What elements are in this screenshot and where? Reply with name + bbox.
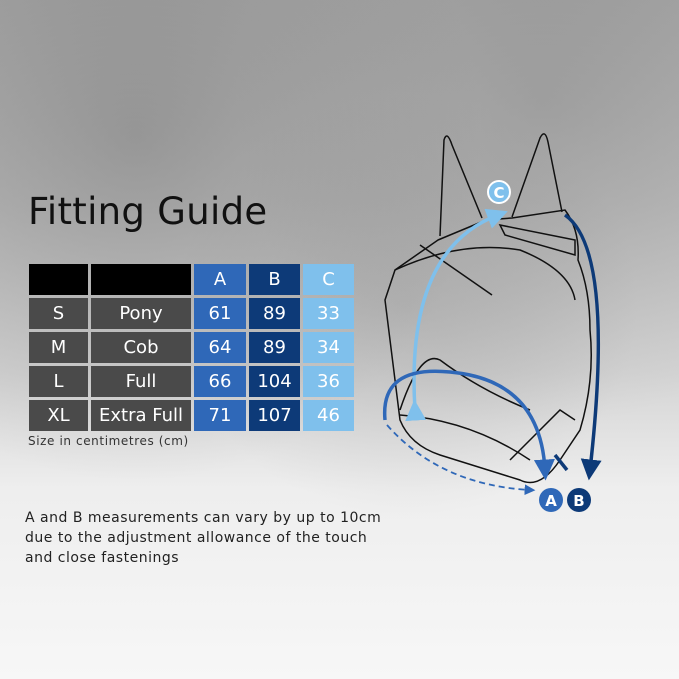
table-row: M Cob 64 89 34 xyxy=(29,332,354,363)
measurement-a-dashed xyxy=(386,424,536,496)
a-cell: 71 xyxy=(194,400,246,431)
type-cell: Pony xyxy=(91,298,191,329)
size-cell: L xyxy=(29,366,88,397)
c-cell: 46 xyxy=(303,400,354,431)
size-cell: M xyxy=(29,332,88,363)
size-cell: XL xyxy=(29,400,88,431)
page-title: Fitting Guide xyxy=(28,190,268,233)
a-cell: 61 xyxy=(194,298,246,329)
table-header-row: A B C xyxy=(29,264,354,295)
header-a: A xyxy=(194,264,246,295)
type-cell: Extra Full xyxy=(91,400,191,431)
svg-text:B: B xyxy=(573,492,584,510)
c-cell: 33 xyxy=(303,298,354,329)
header-b: B xyxy=(249,264,300,295)
badge-c: C xyxy=(487,180,511,204)
badge-b: B xyxy=(567,488,591,512)
a-cell: 64 xyxy=(194,332,246,363)
header-c: C xyxy=(303,264,354,295)
b-cell: 107 xyxy=(249,400,300,431)
a-cell: 66 xyxy=(194,366,246,397)
svg-text:C: C xyxy=(493,184,504,202)
measurement-a-arrow xyxy=(382,369,555,481)
measurement-b-arrow xyxy=(563,213,602,481)
type-cell: Full xyxy=(91,366,191,397)
header-blank xyxy=(91,264,191,295)
c-cell: 34 xyxy=(303,332,354,363)
badge-a: A xyxy=(539,488,563,512)
table-row: L Full 66 104 36 xyxy=(29,366,354,397)
b-cell: 89 xyxy=(249,332,300,363)
b-cell: 104 xyxy=(249,366,300,397)
type-cell: Cob xyxy=(91,332,191,363)
size-table: A B C S Pony 61 89 33 M Cob 64 89 34 L F… xyxy=(26,261,357,434)
svg-text:A: A xyxy=(545,492,557,510)
mask-outline xyxy=(384,133,592,484)
measurement-note: A and B measurements can vary by up to 1… xyxy=(25,510,382,566)
units-caption: Size in centimetres (cm) xyxy=(28,434,189,448)
c-cell: 36 xyxy=(303,366,354,397)
b-cell: 89 xyxy=(249,298,300,329)
table-row: XL Extra Full 71 107 46 xyxy=(29,400,354,431)
table-row: S Pony 61 89 33 xyxy=(29,298,354,329)
size-cell: S xyxy=(29,298,88,329)
header-blank xyxy=(29,264,88,295)
